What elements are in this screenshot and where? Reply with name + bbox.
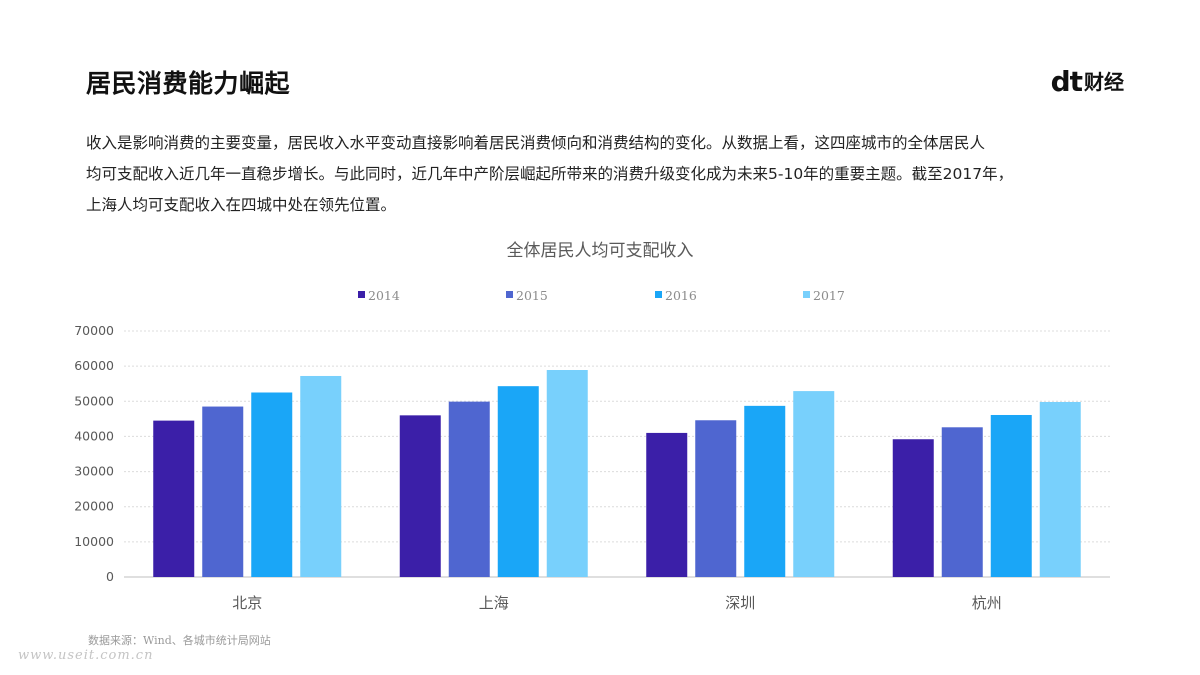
bar	[251, 392, 293, 577]
legend-label: 2015	[516, 288, 548, 303]
x-tick-label: 杭州	[972, 594, 1002, 612]
bar	[695, 420, 737, 577]
x-tick-label: 深圳	[725, 594, 755, 612]
bar	[744, 405, 786, 577]
bar	[646, 432, 688, 577]
y-tick-label: 10000	[74, 534, 114, 549]
paragraph-line: 均可支配收入近几年一直稳步增长。与此同时，近几年中产阶层崛起所带来的消费升级变化…	[86, 165, 1014, 183]
brand-logo: dt 财经	[1051, 68, 1124, 96]
y-tick-label: 70000	[74, 323, 114, 338]
y-tick-label: 60000	[74, 358, 114, 373]
bar	[941, 427, 983, 577]
bar	[399, 415, 441, 577]
logo-text: 财经	[1084, 70, 1124, 94]
intro-paragraph: 收入是影响消费的主要变量，居民收入水平变动直接影响着居民消费倾向和消费结构的变化…	[86, 128, 1126, 221]
legend-label: 2017	[813, 288, 845, 303]
bar	[892, 439, 934, 577]
x-tick-label: 北京	[232, 594, 262, 612]
bar	[546, 370, 588, 577]
y-tick-label: 0	[106, 569, 114, 584]
bar	[202, 406, 244, 577]
x-tick-label: 上海	[479, 594, 509, 612]
y-tick-label: 50000	[74, 393, 114, 408]
y-tick-label: 40000	[74, 428, 114, 443]
legend-label: 2014	[368, 288, 400, 303]
paragraph-line: 上海人均可支配收入在四城中处在领先位置。	[86, 196, 397, 214]
legend-swatch	[358, 291, 365, 298]
watermark: www.useit.com.cn	[18, 648, 154, 663]
legend-label: 2016	[665, 288, 697, 303]
paragraph-line: 收入是影响消费的主要变量，居民收入水平变动直接影响着居民消费倾向和消费结构的变化…	[86, 134, 986, 152]
chart-title: 全体居民人均可支配收入	[506, 241, 694, 261]
logo-mark: dt	[1050, 65, 1083, 98]
bar	[497, 386, 539, 577]
legend-swatch	[803, 291, 810, 298]
bar	[793, 391, 835, 577]
bar	[990, 414, 1032, 577]
bar	[153, 420, 195, 577]
y-tick-label: 20000	[74, 499, 114, 514]
bar	[1039, 401, 1081, 577]
page-title: 居民消费能力崛起	[86, 69, 291, 98]
bar	[448, 401, 490, 577]
bar	[300, 375, 342, 577]
legend-swatch	[655, 291, 662, 298]
data-source-note: 数据来源：Wind、各城市统计局网站	[88, 634, 271, 647]
y-tick-label: 30000	[74, 464, 114, 479]
legend-swatch	[506, 291, 513, 298]
